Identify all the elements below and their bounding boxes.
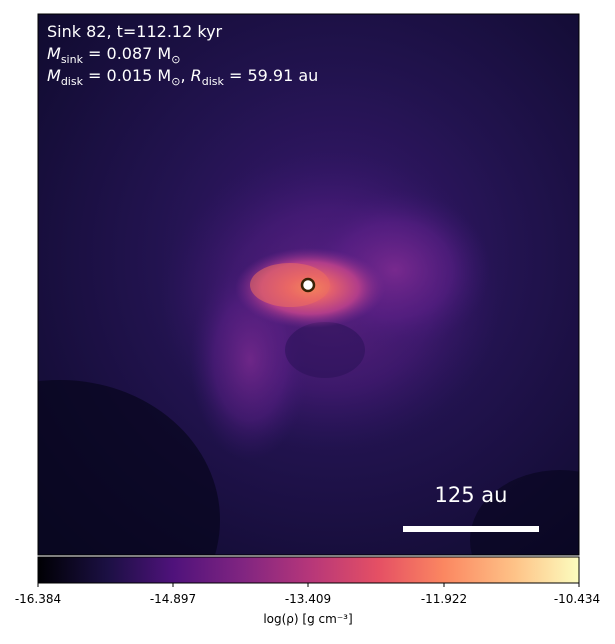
mdisk-value: = 0.015 M [82,66,172,85]
density-image [38,14,579,555]
sink-particle-marker [300,277,316,293]
sink-title: Sink 82, t=112.12 kyr [47,22,223,41]
mdisk-symbol: M [47,66,61,85]
sink-mass-line: Msink = 0.087 M⊙ [47,43,180,70]
colorbar-label: log(ρ) [g cm⁻³] [263,612,353,626]
msink-symbol: M [47,44,61,63]
mdisk-sub: disk [60,75,83,89]
colorbar-tick-label: -16.384 [14,592,62,606]
mdisk-msun-sub: ⊙ [171,75,181,89]
rdisk-sub: disk [201,75,224,89]
plot-frame [37,13,580,556]
rdisk-sep: , [180,66,191,85]
colorbar [37,556,580,584]
rdisk-symbol: R [190,66,202,85]
msun-sub: ⊙ [171,53,181,67]
colorbar-tick-label: -13.409 [284,592,332,606]
colorbar-tick-label: -11.922 [420,592,468,606]
colorbar-tick-label: -14.897 [149,592,197,606]
colorbar-ticks [37,583,580,587]
msink-sub: sink [60,53,83,67]
scale-bar-label: 125 au [434,483,508,507]
msink-value: = 0.087 M [82,44,172,63]
disk-line: Mdisk = 0.015 M⊙, Rdisk = 59.91 au [47,65,318,92]
rdisk-value: = 59.91 au [223,66,319,85]
scale-bar [403,526,539,532]
colorbar-tick-label: -10.434 [553,592,601,606]
